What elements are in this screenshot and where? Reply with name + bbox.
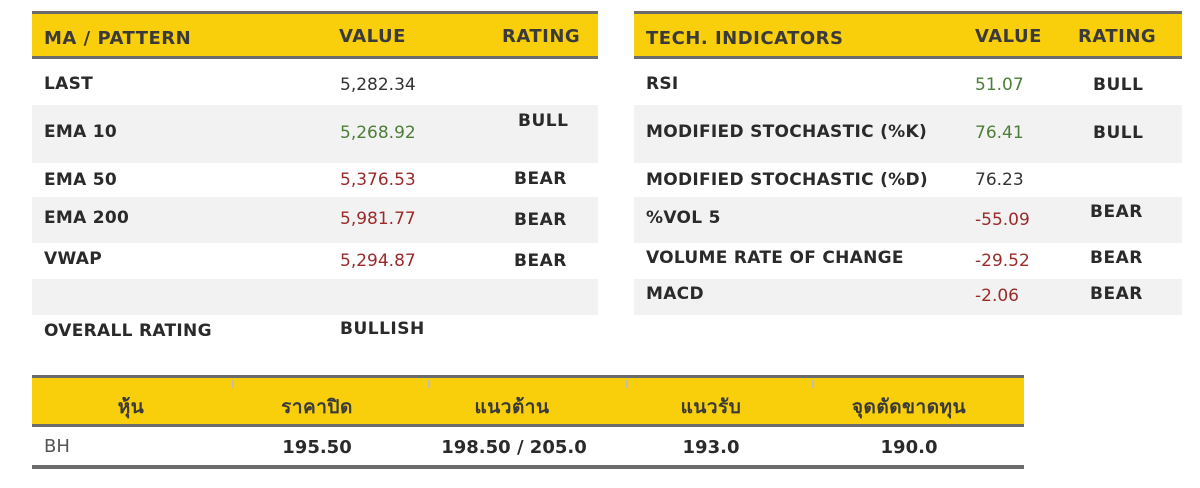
tech-indicators-header-value: VALUE	[975, 26, 1042, 47]
cell-stop-loss: 190.0	[880, 437, 938, 458]
table-row: %VOL 5 -55.09 BEAR	[634, 197, 1182, 243]
cell-stock: BH	[44, 436, 70, 457]
row-rating: BULL	[518, 111, 569, 131]
table-row: VWAP 5,294.87 BEAR	[32, 243, 598, 279]
row-value: 51.07	[975, 75, 1024, 95]
ma-pattern-header-value: VALUE	[339, 26, 406, 47]
row-label: EMA 200	[44, 208, 130, 228]
row-label: VOLUME RATE OF CHANGE	[646, 248, 904, 268]
table-row: VOLUME RATE OF CHANGE -29.52 BEAR	[634, 243, 1182, 279]
row-rating: BULL	[1093, 75, 1144, 95]
table-row: LAST 5,282.34	[32, 67, 598, 105]
row-value: 5,282.34	[340, 75, 416, 95]
row-label: EMA 50	[44, 170, 118, 190]
row-value: -29.52	[975, 251, 1030, 271]
table-row: EMA 10 5,268.92 BULL	[32, 105, 598, 163]
header-stock: หุ้น	[117, 396, 145, 418]
tech-indicators-table: TECH. INDICATORS VALUE RATING RSI 51.07 …	[634, 11, 1182, 316]
overall-rating-value: BULLISH	[340, 319, 425, 339]
row-value: 5,981.77	[340, 209, 416, 229]
ma-pattern-table: MA / PATTERN VALUE RATING LAST 5,282.34 …	[32, 11, 598, 341]
header-support: แนวรับ	[680, 396, 742, 418]
ma-pattern-header-name: MA / PATTERN	[44, 28, 192, 49]
stock-levels-table: หุ้น ราคาปิด แนวต้าน แนวรับ จุดตัดขาดทุน…	[32, 375, 1024, 472]
row-rating: BEAR	[1090, 248, 1143, 268]
overall-rating-row: OVERALL RATING BULLISH	[32, 315, 598, 349]
table-row: MODIFIED STOCHASTIC (%K) 76.41 BULL	[634, 105, 1182, 163]
cell-resistance: 198.50 / 205.0	[441, 437, 587, 458]
row-value: -55.09	[975, 210, 1030, 230]
header-close-price: ราคาปิด	[281, 396, 353, 418]
row-label: MACD	[646, 284, 704, 304]
table-row: EMA 200 5,981.77 BEAR	[32, 197, 598, 243]
header-stop-loss: จุดตัดขาดทุน	[851, 396, 967, 418]
row-value: 5,294.87	[340, 251, 416, 271]
stock-levels-header: หุ้น ราคาปิด แนวต้าน แนวรับ จุดตัดขาดทุน	[32, 375, 1024, 427]
table-row: RSI 51.07 BULL	[634, 67, 1182, 105]
row-label: MODIFIED STOCHASTIC (%D)	[646, 170, 928, 190]
cell-close-price: 195.50	[282, 437, 352, 458]
row-value: -2.06	[975, 286, 1019, 306]
tech-indicators-header: TECH. INDICATORS VALUE RATING	[634, 11, 1182, 59]
column-divider	[626, 380, 628, 388]
row-label: EMA 10	[44, 122, 118, 142]
row-rating: BEAR	[514, 210, 567, 230]
table-row: EMA 50 5,376.53 BEAR	[32, 163, 598, 197]
table-row: BH 195.50 198.50 / 205.0 193.0 190.0	[32, 427, 1024, 469]
column-divider	[232, 380, 234, 388]
row-label: MODIFIED STOCHASTIC (%K)	[646, 122, 928, 142]
row-value: 76.23	[975, 170, 1024, 190]
tech-indicators-header-name: TECH. INDICATORS	[646, 28, 844, 49]
tech-indicators-header-rating: RATING	[1078, 26, 1157, 47]
row-label: VWAP	[44, 249, 102, 269]
ma-pattern-header: MA / PATTERN VALUE RATING	[32, 11, 598, 59]
row-rating: BEAR	[1090, 284, 1143, 304]
header-resistance: แนวต้าน	[474, 396, 550, 418]
row-value: 5,376.53	[340, 170, 416, 190]
row-rating: BEAR	[1090, 202, 1143, 222]
row-value: 5,268.92	[340, 123, 416, 143]
table-row-empty	[32, 279, 598, 315]
column-divider	[428, 380, 430, 388]
row-label: %VOL 5	[646, 208, 721, 228]
row-rating: BEAR	[514, 169, 567, 189]
row-value: 76.41	[975, 123, 1024, 143]
row-label: LAST	[44, 74, 94, 94]
table-row: MACD -2.06 BEAR	[634, 279, 1182, 315]
row-rating: BEAR	[514, 251, 567, 271]
row-rating: BULL	[1093, 123, 1144, 143]
ma-pattern-header-rating: RATING	[502, 26, 581, 47]
table-row: MODIFIED STOCHASTIC (%D) 76.23	[634, 163, 1182, 197]
row-label: RSI	[646, 74, 679, 94]
overall-rating-label: OVERALL RATING	[44, 321, 212, 341]
column-divider	[812, 380, 814, 388]
cell-support: 193.0	[682, 437, 740, 458]
